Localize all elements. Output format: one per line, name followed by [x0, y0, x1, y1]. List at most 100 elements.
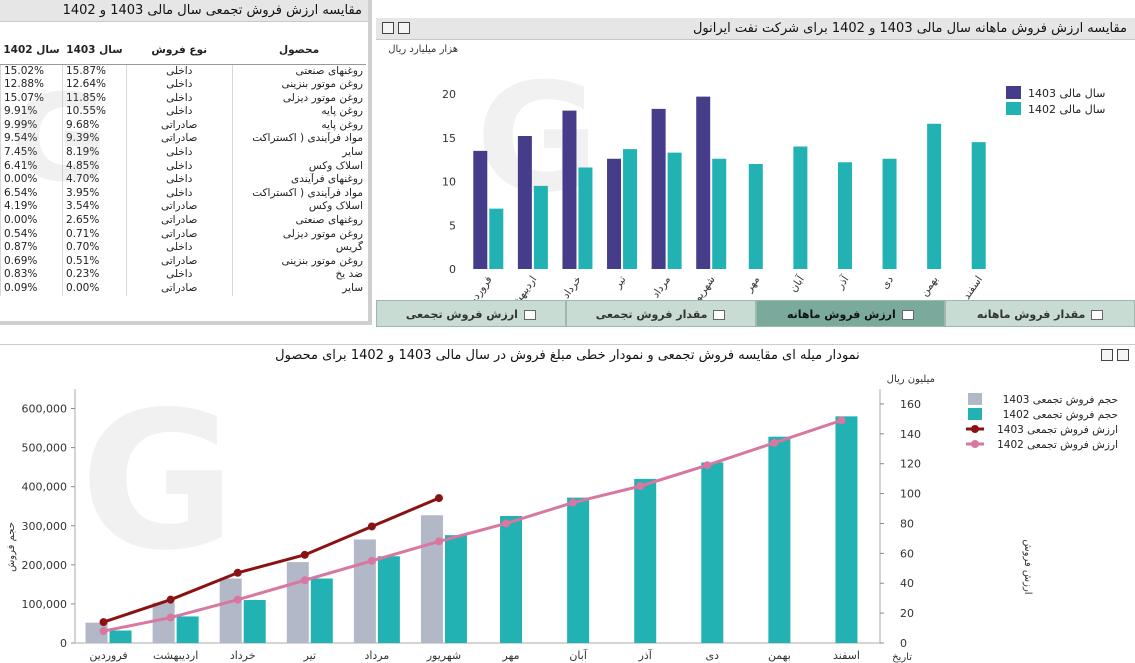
panel-title: نمودار میله ای مقایسه فروش تجمعی و نمودا…	[0, 345, 1135, 367]
product-cell: روغن موتور دیزلی	[231, 227, 366, 242]
line-1402	[103, 418, 842, 633]
table-row[interactable]: روغن موتور دیزلی صادراتی 0.71% 0.54%	[0, 227, 366, 242]
header-product[interactable]: محصول	[232, 36, 366, 65]
product-cell: روغن پایه	[231, 118, 366, 133]
y2-axis-unit: میلیون ریال	[887, 374, 935, 385]
y-tick-label: 600,000	[22, 403, 68, 416]
table-body: روغنهای صنعتی داخلی 15.87% 15.02% روغن موتور…	[0, 64, 366, 296]
product-share-panel: مقایسه ارزش فروش تجمعی سال مالی 1403 و 1…	[0, 0, 372, 325]
share-1403-cell: 4.70%	[61, 173, 127, 187]
export-icon[interactable]	[1101, 349, 1113, 361]
tab-cumulative-value[interactable]: ارزش فروش تجمعی	[376, 300, 566, 327]
maximize-icon[interactable]	[398, 22, 410, 34]
cumulative-chart: G0100,000200,000300,000400,000500,000600…	[6, 371, 1118, 663]
y2-tick-label: 120	[900, 458, 921, 471]
share-1402-cell: 9.99%	[0, 118, 63, 133]
table-row[interactable]: گریس داخلی 0.70% 0.87%	[0, 241, 366, 255]
x-tick-label: دی	[879, 274, 896, 292]
tab-label: مقدار فروش ماهانه	[976, 308, 1086, 321]
product-share-table: محصول نوع فروش سال 1403 سال 1402 روغنهای…	[0, 36, 366, 296]
share-1403-cell: 0.51%	[61, 254, 127, 269]
share-1403-cell: 0.70%	[61, 241, 127, 255]
y2-tick-label: 0	[900, 637, 907, 650]
bar-cum-1402	[444, 535, 467, 643]
bar-cum-1402	[109, 630, 132, 643]
sale-type-cell: صادراتی	[125, 214, 233, 228]
bar-cum-1402	[176, 616, 199, 643]
panel-title: مقایسه ارزش فروش ماهانه سال مالی 1403 و …	[376, 18, 1135, 40]
table-row[interactable]: مواد فرآیندی ( اکستراکت صادراتی 9.39% 9.54%	[0, 132, 366, 147]
share-1402-cell: 0.09%	[0, 282, 63, 296]
table-row[interactable]: روغن موتور دیزلی داخلی 11.85% 15.07%	[0, 91, 366, 106]
line-1403-point	[300, 550, 309, 559]
table-row[interactable]: روغن موتور بنزینی داخلی 12.64% 12.88%	[0, 78, 366, 92]
panel-toolbar	[1101, 349, 1129, 361]
y-tick-label: 0	[449, 263, 456, 276]
product-cell: مواد فرآیندی ( اکستراکت	[231, 132, 366, 147]
share-1403-cell: 10.55%	[61, 105, 127, 119]
line-1402-point	[367, 556, 376, 565]
product-cell: سایر	[231, 146, 366, 160]
bar-1402	[533, 185, 548, 269]
table-row[interactable]: اسلاک وکس داخلی 4.85% 6.41%	[0, 159, 366, 174]
header-sale-type[interactable]: نوع فروش	[126, 36, 233, 65]
line-1402-point	[502, 519, 511, 528]
header-1403[interactable]: سال 1403	[62, 36, 127, 65]
tab-monthly-quantity[interactable]: مقدار فروش ماهانه	[945, 300, 1135, 327]
product-cell: روغنهای صنعتی	[231, 64, 366, 79]
monthly-value-panel: مقایسه ارزش فروش ماهانه سال مالی 1403 و …	[376, 18, 1135, 328]
share-1402-cell: 0.54%	[0, 227, 63, 242]
bar-1403	[473, 150, 488, 269]
product-cell: روغن پایه	[231, 105, 366, 119]
bar-1402	[623, 149, 638, 269]
legend-label: ارزش فروش تجمعی 1403	[997, 424, 1118, 436]
table-row[interactable]: سایر صادراتی 0.00% 0.09%	[0, 282, 366, 296]
table-row[interactable]: روغن موتور بنزینی صادراتی 0.51% 0.69%	[0, 254, 366, 269]
share-1402-cell: 0.69%	[0, 254, 63, 269]
sale-type-cell: داخلی	[125, 268, 233, 282]
y-tick-label: 200,000	[22, 559, 68, 572]
table-row[interactable]: روغنهای صنعتی داخلی 15.87% 15.02%	[0, 64, 366, 79]
tab-monthly-value[interactable]: ارزش فروش ماهانه	[755, 300, 946, 327]
bar-cum-1402	[377, 556, 400, 643]
sale-type-cell: داخلی	[125, 241, 233, 255]
bar-cum-1402	[634, 478, 657, 643]
share-1403-cell: 0.00%	[61, 282, 127, 296]
y-tick-label: 500,000	[22, 442, 68, 455]
header-1402[interactable]: سال 1402	[0, 36, 63, 65]
x-tick-label: خرداد	[230, 649, 256, 662]
x-tick-label: آذر	[833, 272, 852, 292]
y-tick-label: 5	[449, 219, 456, 232]
line-1403-point	[233, 568, 242, 577]
line-1402-point	[99, 627, 108, 636]
table-row[interactable]: مواد فرآیندی ( اکستراکت داخلی 3.95% 6.54%	[0, 186, 366, 201]
bar-1402	[748, 164, 763, 269]
bar-cum-1403	[219, 578, 242, 643]
product-cell: روغن موتور بنزینی	[231, 254, 366, 269]
line-1403	[103, 496, 440, 624]
line-chart-icon	[713, 310, 726, 320]
bar-1402	[489, 208, 504, 269]
table-row[interactable]: ضد یخ داخلی 0.23% 0.83%	[0, 268, 366, 282]
line-1402-point	[166, 613, 175, 622]
table-row[interactable]: اسلاک وکس صادراتی 3.54% 4.19%	[0, 200, 366, 215]
table-row[interactable]: روغنهای صنعتی صادراتی 2.65% 0.00%	[0, 214, 366, 228]
bar-cum-1403	[286, 562, 309, 643]
cumulative-panel: نمودار میله ای مقایسه فروش تجمعی و نمودا…	[0, 344, 1135, 663]
x-tick-label: مرداد	[650, 274, 673, 300]
table-row[interactable]: سایر داخلی 8.19% 7.45%	[0, 146, 366, 160]
x-tick-label: آبان	[787, 272, 808, 294]
table-row[interactable]: روغن پایه داخلی 10.55% 9.91%	[0, 105, 366, 119]
sale-type-cell: صادراتی	[125, 200, 233, 215]
share-1403-cell: 4.85%	[61, 159, 127, 174]
line-1402-point	[233, 595, 242, 604]
tab-cumulative-quantity[interactable]: مقدار فروش تجمعی	[565, 300, 756, 327]
y2-tick-label: 40	[900, 577, 914, 590]
y-axis-unit: هزار میلیارد ریال	[388, 44, 458, 55]
export-icon[interactable]	[382, 22, 394, 34]
y-axis-label: حجم فروش	[6, 522, 17, 572]
table-row[interactable]: روغن پایه صادراتی 9.68% 9.99%	[0, 118, 366, 133]
share-1402-cell: 9.91%	[0, 105, 63, 119]
table-row[interactable]: روغنهای فرآیندی داخلی 4.70% 0.00%	[0, 173, 366, 187]
maximize-icon[interactable]	[1117, 349, 1129, 361]
